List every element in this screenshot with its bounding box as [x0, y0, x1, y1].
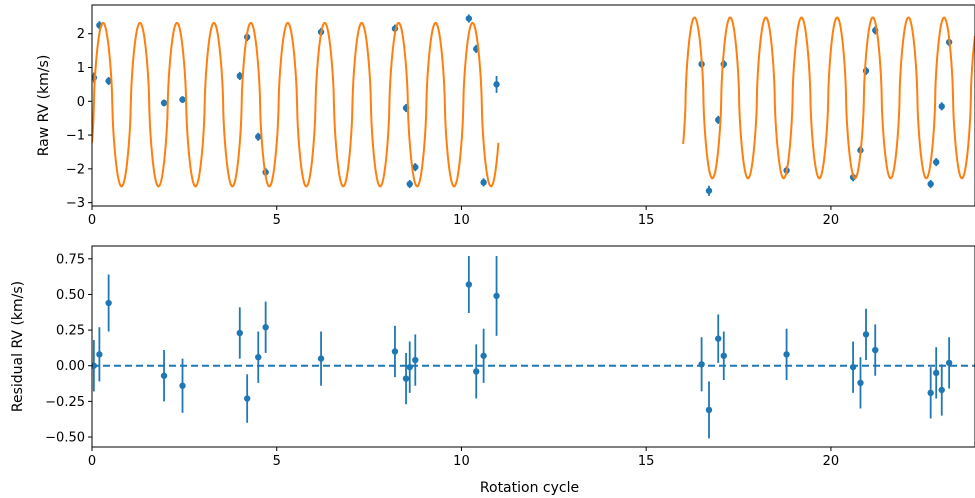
data-point [938, 386, 945, 394]
data-point [933, 158, 940, 166]
data-point [698, 361, 705, 368]
chart-panel-2: 0 5 10 15 20 −0.50 −0.25 0.00 0.25 0.50 0.75 Residu… [10, 245, 975, 496]
data-point [179, 96, 186, 103]
x-axis-label: Rotation cycle [480, 480, 579, 496]
plot-frame [91, 4, 975, 207]
y-tick-label: 0 [77, 95, 85, 110]
x-tick-label: 0 [88, 213, 96, 228]
chart-panel-1: 0 5 10 15 20 −3 −2 −1 0 1 2 Raw RV (km/s) [36, 4, 975, 228]
data-point [255, 353, 262, 361]
data-point [179, 382, 186, 389]
data-point [473, 368, 480, 375]
x-tick-label: 5 [273, 213, 281, 228]
model-curve-segment-1 [92, 21, 500, 188]
plot-area [92, 14, 975, 196]
y-tick-label: 1 [77, 61, 85, 76]
data-point [105, 299, 112, 307]
data-point [705, 187, 713, 194]
data-point [493, 81, 500, 88]
x-tick-label: 20 [823, 213, 840, 228]
data-point [236, 72, 243, 80]
data-point [92, 362, 98, 369]
data-point [243, 395, 251, 402]
x-tick-label: 20 [823, 454, 840, 469]
data-point [493, 292, 500, 300]
data-point [236, 329, 243, 337]
data-point [480, 352, 487, 359]
data-point [480, 179, 487, 186]
data-point [160, 372, 168, 379]
data-point [160, 99, 168, 107]
x-tick-label: 10 [453, 213, 470, 228]
y-tick-label: 0.75 [56, 252, 85, 267]
x-tick-label: 15 [638, 213, 655, 228]
data-point [783, 351, 790, 358]
x-tick-label: 5 [273, 454, 281, 469]
y-tick-label: −0.50 [45, 431, 85, 446]
y-axis-label: Residual RV (km/s) [10, 281, 26, 412]
data-point [412, 356, 419, 364]
y-tick-label: 2 [77, 27, 85, 42]
x-tick-label: 10 [453, 454, 470, 469]
y-tick-label: 0.25 [56, 324, 85, 339]
y-tick-label: 0.00 [56, 359, 85, 374]
model-curve-segment-2 [682, 16, 975, 180]
plot-area [92, 255, 975, 439]
data-point [933, 369, 940, 377]
data-point [465, 281, 473, 288]
plot-frame [91, 245, 975, 448]
data-point [406, 180, 413, 188]
data-point [927, 389, 934, 397]
data-point [96, 351, 103, 358]
y-tick-label: −3 [66, 196, 85, 211]
data-point [862, 331, 870, 338]
data-point [412, 163, 419, 171]
y-axis-label: Raw RV (km/s) [36, 55, 52, 157]
x-tick-label: 0 [88, 454, 96, 469]
data-point [317, 355, 325, 362]
data-point [720, 352, 727, 359]
y-tick-label: 0.50 [56, 288, 85, 303]
data-point [105, 77, 112, 85]
data-point [255, 133, 262, 140]
data-point [391, 348, 399, 355]
data-point [872, 346, 879, 354]
y-tick-label: −0.25 [45, 395, 85, 410]
data-point [705, 406, 713, 414]
data-point [945, 359, 953, 367]
data-point [262, 324, 269, 331]
y-tick-label: −2 [66, 162, 85, 177]
x-tick-label: 15 [638, 454, 655, 469]
y-tick-label: −1 [66, 129, 85, 144]
data-point [715, 335, 722, 342]
data-point [465, 15, 473, 22]
data-point [406, 363, 413, 371]
data-point [849, 363, 857, 371]
data-point [857, 379, 864, 387]
data-point [927, 180, 934, 188]
data-point [402, 375, 410, 382]
data-point [938, 103, 945, 110]
